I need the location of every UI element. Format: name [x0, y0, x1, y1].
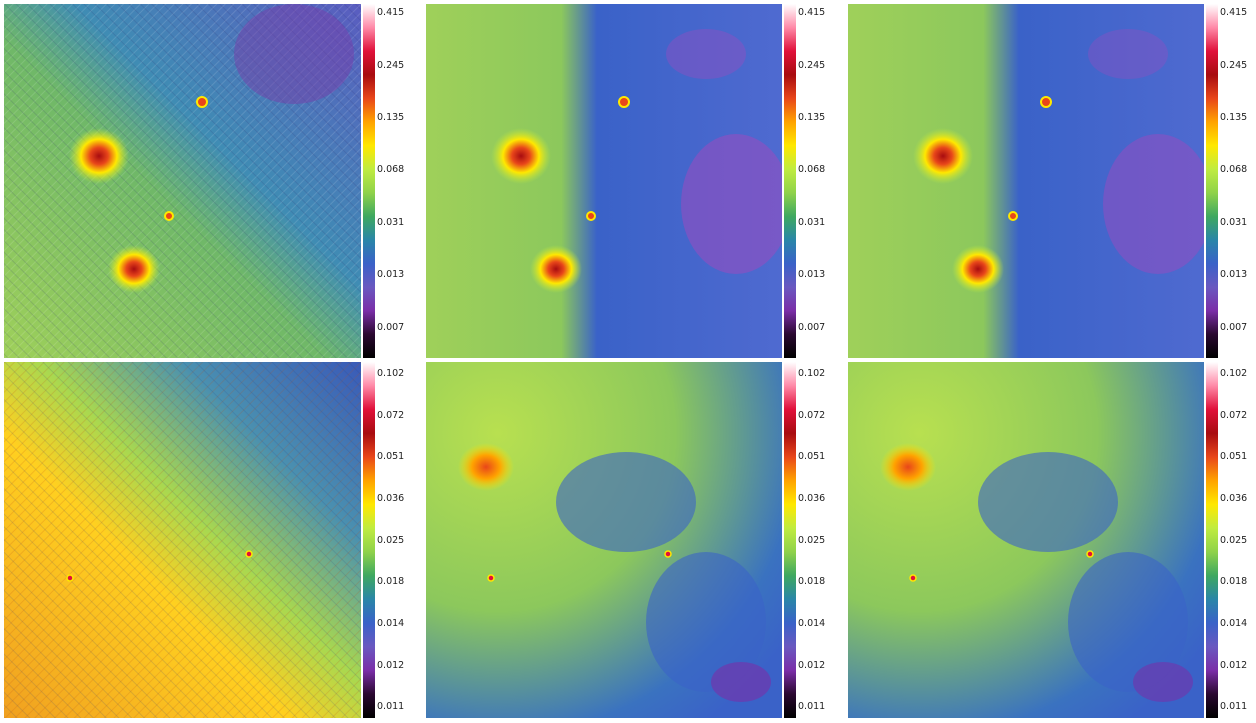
- colorbar-tick-label: 0.025: [1220, 534, 1248, 546]
- colorbar-tick-label: 0.012: [798, 659, 826, 671]
- colorbar-tick-label: 0.051: [377, 451, 405, 463]
- colorbar-tick-label: 0.031: [377, 216, 405, 228]
- colorbar-tick-label: 0.051: [798, 451, 826, 463]
- colorbar-tick-label: 0.007: [1220, 321, 1248, 333]
- colorbar-tick-label: 0.018: [798, 576, 826, 588]
- colorbar-tick-label: 0.036: [798, 493, 826, 505]
- colorbar-tick-label: 0.068: [798, 164, 826, 176]
- sky-map-r2-p3: [848, 362, 1204, 718]
- colorbar-tick-label: 0.415: [377, 7, 405, 19]
- colorbar-tick-label: 0.011: [798, 701, 826, 713]
- colorbar-tick-label: 0.012: [377, 659, 405, 671]
- colorbar-tick-label: 0.013: [377, 269, 405, 281]
- sky-map-r2-p2: [426, 362, 782, 718]
- colorbar-r1-3: [1206, 4, 1218, 358]
- sky-map-r2-p1: [4, 362, 361, 718]
- sky-map-r1-p3: [848, 4, 1204, 358]
- colorbar-tick-label: 0.102: [1220, 368, 1248, 380]
- colorbar-tick-label: 0.012: [1220, 659, 1248, 671]
- colorbar-tick-label: 0.025: [798, 534, 826, 546]
- colorbar-tick-label: 0.135: [377, 112, 405, 124]
- colorbar-tick-label: 0.014: [798, 618, 826, 630]
- colorbar-tick-label: 0.415: [798, 7, 826, 19]
- colorbar-tick-label: 0.025: [377, 534, 405, 546]
- colorbar-tick-label: 0.018: [1220, 576, 1248, 588]
- colorbar-tick-label: 0.051: [1220, 451, 1248, 463]
- colorbar-tick-label: 0.007: [798, 321, 826, 333]
- colorbar-tick-label: 0.036: [377, 493, 405, 505]
- colorbar-tick-label: 0.245: [1220, 59, 1248, 71]
- colorbar-tick-label: 0.245: [377, 59, 405, 71]
- colorbar-tick-label: 0.072: [1220, 409, 1248, 421]
- colorbar-r1-2: [784, 4, 796, 358]
- colorbar-tick-label: 0.102: [377, 368, 405, 380]
- colorbar-tick-label: 0.031: [1220, 216, 1248, 228]
- colorbar-tick-label: 0.007: [377, 321, 405, 333]
- colorbar-tick-label: 0.135: [1220, 112, 1248, 124]
- sky-map-r1-p2: [426, 4, 782, 358]
- colorbar-tick-label: 0.102: [798, 368, 826, 380]
- colorbar-tick-label: 0.014: [1220, 618, 1248, 630]
- colorbar-tick-label: 0.245: [798, 59, 826, 71]
- sky-map-r1-p1: [4, 4, 361, 358]
- colorbar-tick-label: 0.415: [1220, 7, 1248, 19]
- colorbar-tick-label: 0.011: [1220, 701, 1248, 713]
- colorbar-r2-3: [1206, 362, 1218, 718]
- colorbar-tick-label: 0.072: [377, 409, 405, 421]
- colorbar-tick-label: 0.013: [798, 269, 826, 281]
- colorbar-tick-label: 0.011: [377, 701, 405, 713]
- colorbar-tick-label: 0.036: [1220, 493, 1248, 505]
- colorbar-r2-2: [784, 362, 796, 718]
- colorbar-tick-label: 0.068: [1220, 164, 1248, 176]
- colorbar-tick-label: 0.135: [798, 112, 826, 124]
- colorbar-tick-label: 0.013: [1220, 269, 1248, 281]
- colorbar-tick-label: 0.072: [798, 409, 826, 421]
- colorbar-tick-label: 0.018: [377, 576, 405, 588]
- colorbar-tick-label: 0.014: [377, 618, 405, 630]
- colorbar-r2-1: [363, 362, 375, 718]
- colorbar-r1-1: [363, 4, 375, 358]
- colorbar-tick-label: 0.068: [377, 164, 405, 176]
- colorbar-tick-label: 0.031: [798, 216, 826, 228]
